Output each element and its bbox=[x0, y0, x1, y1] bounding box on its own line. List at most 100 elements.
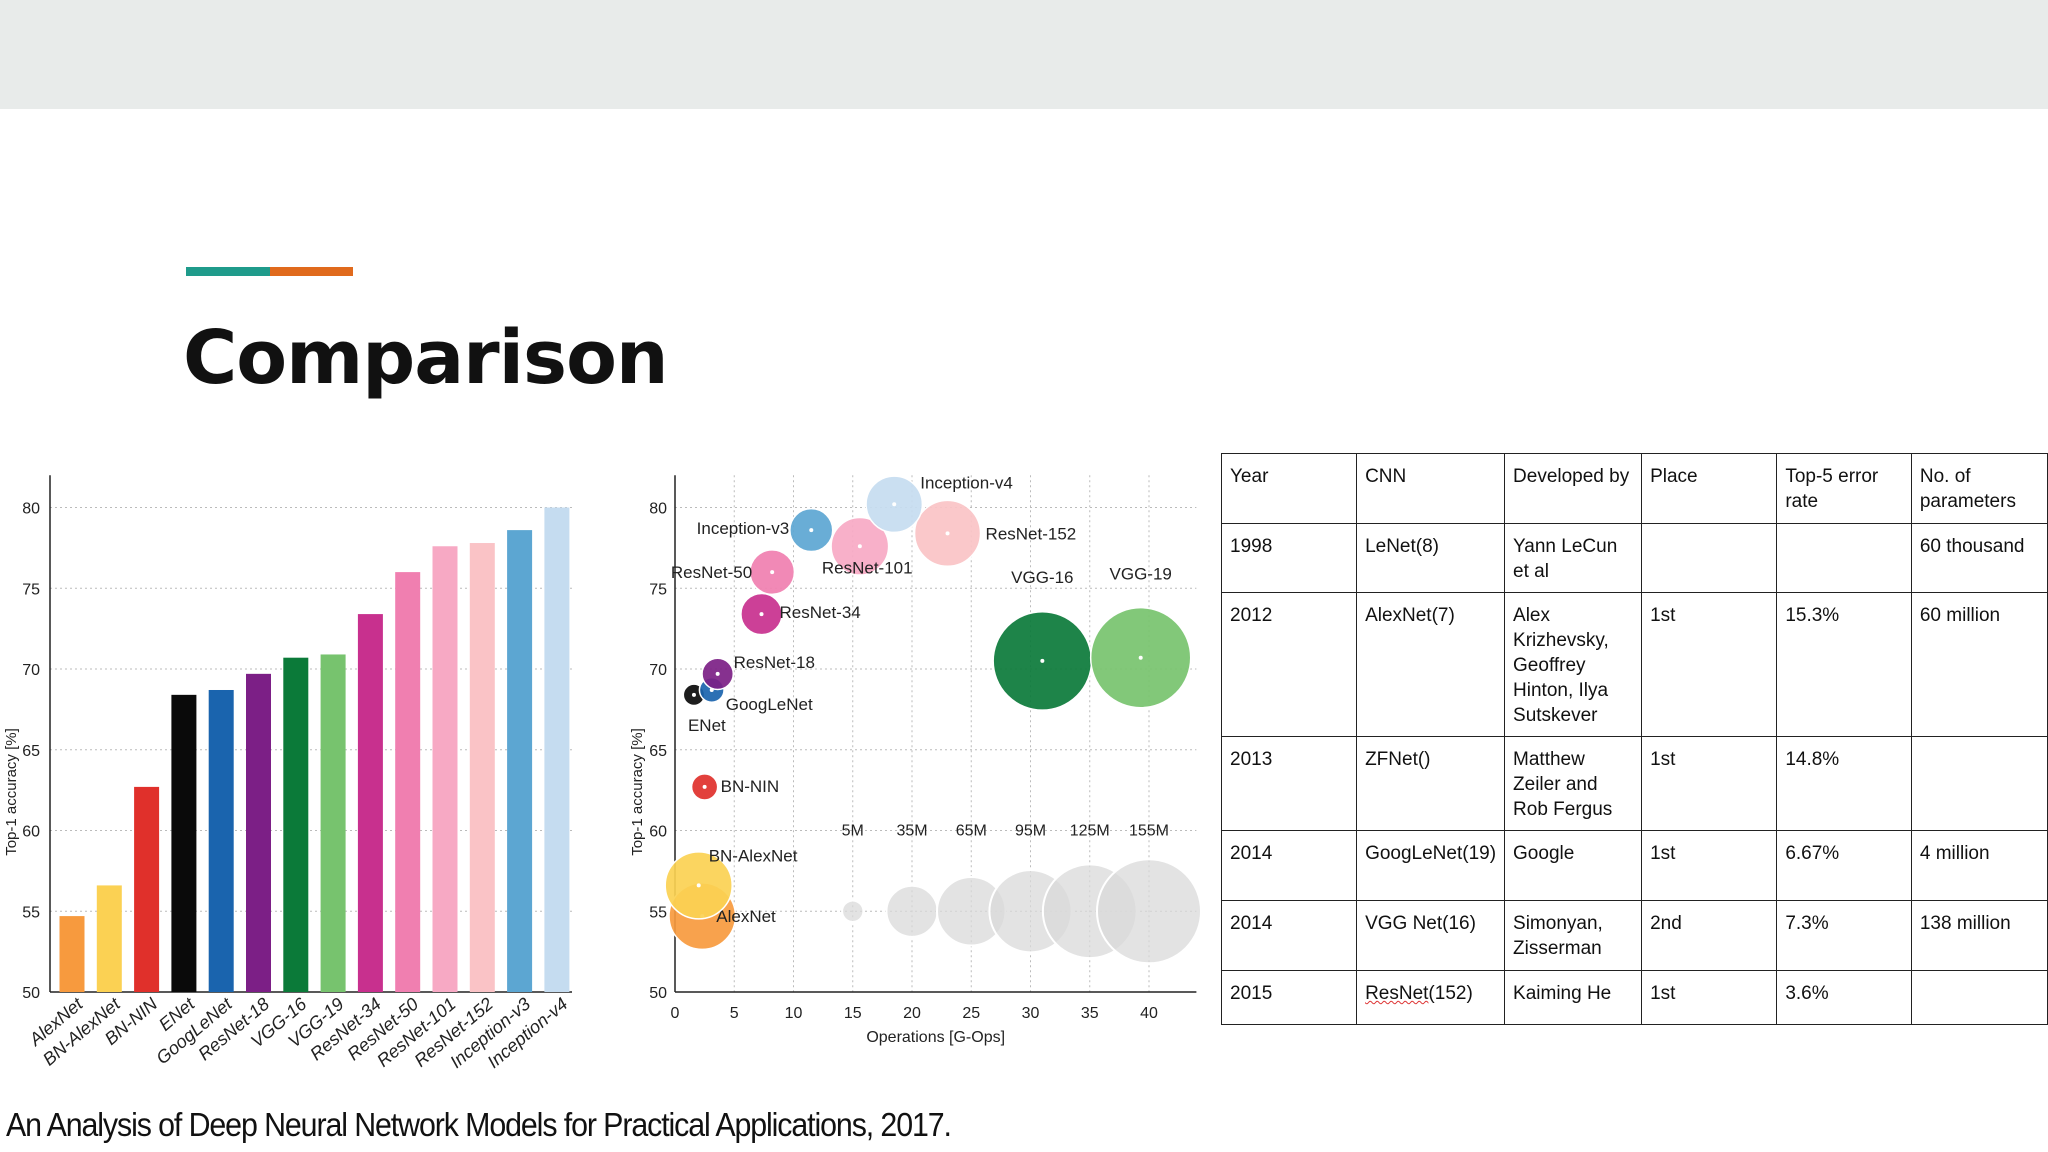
x-tick-label: 5 bbox=[730, 1005, 739, 1022]
size-legend-label-155m: 155M bbox=[1129, 823, 1169, 840]
table-cell[interactable]: 2013 bbox=[1220, 736, 1358, 831]
table-cell[interactable] bbox=[1910, 736, 2048, 831]
table-cell[interactable]: 60 thousand bbox=[1910, 523, 2048, 593]
table-row: 2014 GoogLeNet(19) Google 1st 6.67% 4 million bbox=[1220, 830, 2048, 901]
table-cell[interactable]: 1st bbox=[1641, 592, 1778, 737]
bar-enet bbox=[171, 694, 197, 992]
size-legend-bubble-5m bbox=[841, 899, 865, 923]
bar-resnet-152 bbox=[469, 543, 495, 992]
accent-orange-segment bbox=[270, 267, 353, 276]
y-tick-label: 75 bbox=[22, 581, 40, 598]
table-cell[interactable]: Yann LeCun et al bbox=[1504, 523, 1643, 593]
table-cell[interactable]: 2015 bbox=[1220, 970, 1358, 1025]
bar-resnet-34 bbox=[357, 614, 383, 992]
bar-vgg-19 bbox=[320, 654, 346, 992]
bar-resnet-101 bbox=[432, 546, 458, 992]
size-legend-label-65m: 65M bbox=[956, 823, 987, 840]
table-cell[interactable]: 3.6% bbox=[1776, 970, 1912, 1025]
table-cell[interactable]: 1st bbox=[1641, 970, 1778, 1025]
y-tick-label: 60 bbox=[649, 824, 667, 841]
table-row: 2012 AlexNet(7) Alex Krizhevsky, Geoffrey … bbox=[1220, 592, 2048, 737]
x-tick-label: 0 bbox=[671, 1005, 680, 1022]
table-cell[interactable]: 15.3% bbox=[1776, 592, 1912, 737]
cnn-comparison-table[interactable]: Year CNN Developed by Place Top-5 error rate… bbox=[1220, 453, 2048, 1025]
x-tick-label: 25 bbox=[962, 1005, 980, 1022]
table-cell[interactable]: AlexNet(7) bbox=[1356, 592, 1506, 737]
bubble-center-resnet-152 bbox=[945, 531, 950, 536]
accent-teal-segment bbox=[186, 267, 270, 276]
table-row: 2014 VGG Net(16) Simonyan, Zisserman 2nd 7.3… bbox=[1220, 900, 2048, 971]
bubble-label-alexnet: AlexNet bbox=[716, 907, 776, 926]
table-cell[interactable]: GoogLeNet(19) bbox=[1356, 830, 1506, 901]
bubble-label-inception-v4: Inception-v4 bbox=[920, 473, 1013, 492]
bar-inception-v4 bbox=[544, 507, 570, 992]
table-cell[interactable]: 4 million bbox=[1910, 830, 2048, 901]
table-header-cell[interactable]: Top-5 error rate bbox=[1776, 453, 1912, 524]
table-cell[interactable]: 1st bbox=[1641, 830, 1778, 901]
table-cell[interactable] bbox=[1641, 523, 1778, 593]
y-tick-label: 55 bbox=[649, 904, 667, 921]
table-cell[interactable]: VGG Net(16) bbox=[1356, 900, 1506, 971]
table-cell[interactable]: 6.67% bbox=[1776, 830, 1912, 901]
table-cell[interactable]: 138 million bbox=[1910, 900, 2048, 971]
y-tick-label: 65 bbox=[649, 743, 667, 760]
bubble-label-bn-alexnet: BN-AlexNet bbox=[709, 846, 798, 865]
x-axis-title: Operations [G-Ops] bbox=[866, 1029, 1005, 1046]
bar-bn-nin bbox=[134, 786, 160, 992]
table-cell[interactable]: 2012 bbox=[1220, 592, 1358, 737]
table-header-cell[interactable]: Developed by bbox=[1504, 453, 1643, 524]
accuracy-vs-operations-bubble-chart: 50 55 60 65 70 75 80 0 5 10 15 20 25 30 35 40 Top-1 accu… bbox=[629, 473, 1203, 1046]
table-cell[interactable] bbox=[1776, 523, 1912, 593]
bubble-label-googlenet: GoogLeNet bbox=[726, 695, 813, 714]
table-cell[interactable]: 14.8% bbox=[1776, 736, 1912, 831]
table-row: 1998 LeNet(8) Yann LeCun et al 60 thousand bbox=[1220, 523, 2048, 593]
bubble-label-vgg-16: VGG-16 bbox=[1011, 568, 1073, 587]
x-tick-label: 40 bbox=[1140, 1005, 1158, 1022]
bar-resnet-18 bbox=[246, 673, 271, 992]
spellcheck-underlined-text: ResNet bbox=[1365, 983, 1429, 1004]
table-cell[interactable]: 7.3% bbox=[1776, 900, 1912, 971]
bar-googlenet bbox=[208, 689, 234, 992]
bubble-center-resnet-18 bbox=[715, 671, 720, 676]
table-cell[interactable]: 2014 bbox=[1220, 830, 1358, 901]
x-tick-label: 15 bbox=[844, 1005, 862, 1022]
table-cell[interactable]: Kaiming He bbox=[1504, 970, 1643, 1025]
table-cell[interactable]: Matthew Zeiler and Rob Fergus bbox=[1504, 736, 1643, 831]
size-legend-label-125m: 125M bbox=[1070, 823, 1110, 840]
bubble-center-inception-v3 bbox=[809, 528, 814, 533]
table-header-cell[interactable]: No. of parameters bbox=[1910, 453, 2048, 524]
table-cell[interactable]: Simonyan, Zisserman bbox=[1504, 900, 1643, 971]
bar-alexnet bbox=[59, 916, 85, 992]
table-cell[interactable]: ZFNet() bbox=[1356, 736, 1506, 831]
y-tick-label: 50 bbox=[22, 985, 40, 1002]
bubble-center-resnet-50 bbox=[770, 570, 775, 575]
table-cell[interactable]: ResNet(152) bbox=[1356, 970, 1506, 1025]
table-cell[interactable]: 1998 bbox=[1220, 523, 1358, 593]
table-cell[interactable]: Google bbox=[1504, 830, 1643, 901]
bubble-center-bn-alexnet bbox=[696, 883, 701, 888]
table-row: 2015 ResNet(152) Kaiming He 1st 3.6% bbox=[1220, 970, 2048, 1025]
y-tick-label: 65 bbox=[22, 743, 40, 760]
size-legend-bubble-155m bbox=[1095, 858, 1203, 965]
table-header-cell[interactable]: CNN bbox=[1356, 453, 1506, 524]
bar-vgg-16 bbox=[283, 657, 309, 992]
bubble-label-enet: ENet bbox=[688, 716, 726, 735]
table-cell[interactable]: 2nd bbox=[1641, 900, 1778, 971]
slide-title[interactable]: Comparison bbox=[183, 315, 669, 401]
figure-caption[interactable]: An Analysis of Deep Neural Network Model… bbox=[6, 1106, 952, 1143]
y-tick-label: 55 bbox=[22, 904, 40, 921]
y-tick-label: 75 bbox=[649, 581, 667, 598]
table-cell[interactable]: Alex Krizhevsky, Geoffrey Hinton, Ilya S… bbox=[1504, 592, 1643, 737]
table-header-cell[interactable]: Place bbox=[1641, 453, 1778, 524]
size-legend-bubble-35m bbox=[885, 884, 939, 938]
table-cell[interactable] bbox=[1910, 970, 2048, 1025]
bubble-label-resnet-34: ResNet-34 bbox=[780, 603, 861, 622]
table-cell[interactable]: 1st bbox=[1641, 736, 1778, 831]
table-cell[interactable]: 60 million bbox=[1910, 592, 2048, 737]
table-cell[interactable]: 2014 bbox=[1220, 900, 1358, 971]
table-header-cell[interactable]: Year bbox=[1220, 453, 1358, 524]
bubble-label-inception-v3: Inception-v3 bbox=[697, 519, 790, 538]
table-cell[interactable]: LeNet(8) bbox=[1356, 523, 1506, 593]
x-tick-label: 20 bbox=[903, 1005, 921, 1022]
